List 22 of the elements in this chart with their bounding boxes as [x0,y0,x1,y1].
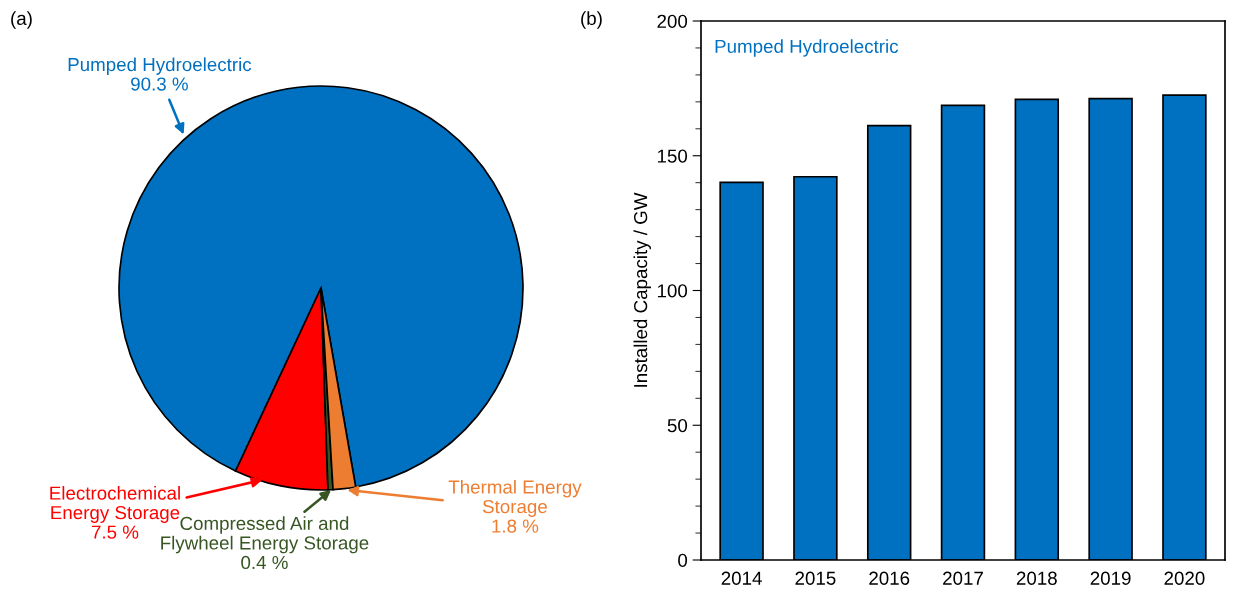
data-label: 7.5 % [91,525,139,539]
slice-label: Pumped Hydroelectric [68,57,252,75]
x-tick-label: 2017 [943,571,983,585]
chart-title: (b) [581,11,602,29]
x-tick-label: 2016 [869,571,910,585]
y-tick-label: 50 [667,418,688,433]
y-tick-label: 200 [657,14,688,28]
data-label: 1.8 % [492,519,539,533]
slice-label: Thermal Energy Storage [448,479,582,517]
y-axis-title: Installed Capacity / GW [633,192,651,387]
x-tick-label: 2019 [1090,571,1131,585]
y-tick-label: 100 [657,284,688,298]
text: Pumped Hydroelectric [715,39,899,57]
x-tick-label: 2014 [721,571,762,585]
x-tick-label: 2015 [795,571,836,585]
y-tick-label: 150 [657,149,688,163]
x-tick-label: 2020 [1164,571,1205,585]
y-tick-label: 0 [678,553,688,567]
data-label: 0.4 % [241,555,288,570]
data-label: 90.3 % [131,77,188,91]
x-tick-label: 2018 [1016,571,1057,585]
chart-title: (a) [11,11,32,29]
